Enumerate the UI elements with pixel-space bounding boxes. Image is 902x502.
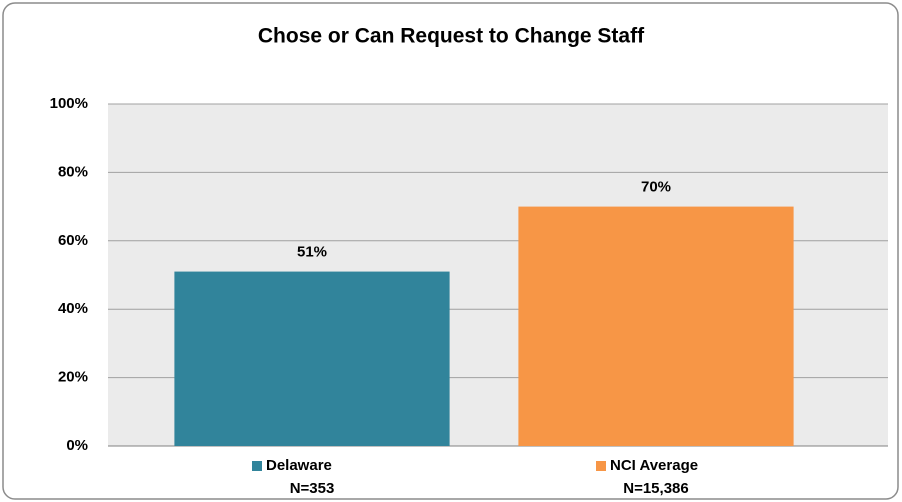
y-tick-label: 20% bbox=[58, 369, 88, 386]
chart-title: Chose or Can Request to Change Staff bbox=[258, 25, 645, 48]
bar bbox=[518, 206, 794, 446]
legend-swatch bbox=[596, 461, 606, 471]
sample-size: N=15,386 bbox=[623, 480, 688, 497]
sample-size: N=353 bbox=[290, 480, 335, 497]
y-tick-label: 60% bbox=[58, 232, 88, 249]
y-tick-label: 80% bbox=[58, 163, 88, 180]
y-tick-label: 100% bbox=[50, 95, 88, 112]
value-label: 70% bbox=[641, 179, 671, 196]
value-label: 51% bbox=[297, 244, 327, 261]
legend-swatch bbox=[252, 461, 262, 471]
y-tick-label: 40% bbox=[58, 300, 88, 317]
x-tick-label: Delaware bbox=[266, 457, 332, 474]
bar bbox=[174, 271, 450, 446]
y-tick-label: 0% bbox=[66, 437, 88, 454]
x-tick-label: NCI Average bbox=[610, 457, 698, 474]
